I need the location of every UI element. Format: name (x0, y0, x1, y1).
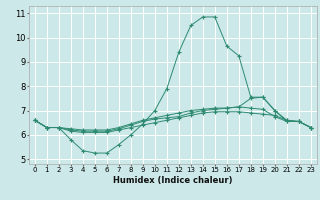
X-axis label: Humidex (Indice chaleur): Humidex (Indice chaleur) (113, 176, 233, 185)
